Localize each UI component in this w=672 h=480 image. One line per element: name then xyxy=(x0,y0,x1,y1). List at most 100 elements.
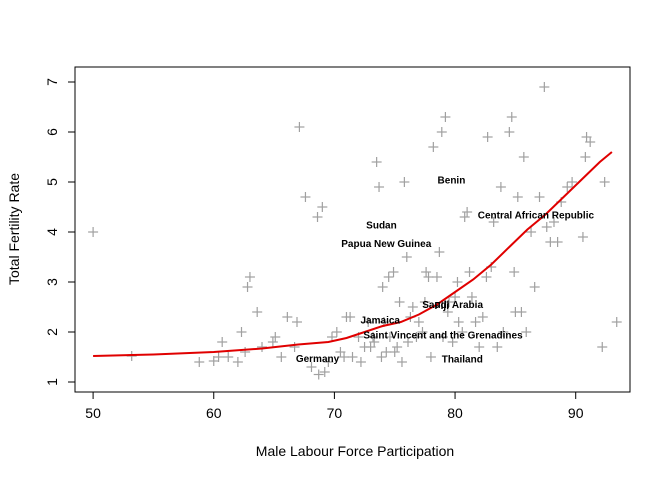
y-tick-label: 5 xyxy=(44,178,60,186)
data-point xyxy=(411,332,422,342)
data-point xyxy=(292,317,302,327)
data-point xyxy=(282,312,293,322)
data-point xyxy=(431,272,442,282)
data-point xyxy=(512,192,523,202)
data-point xyxy=(347,352,358,362)
data-point xyxy=(331,327,342,337)
data-point xyxy=(345,312,356,322)
data-point xyxy=(401,252,412,262)
data-point xyxy=(562,182,573,192)
data-point xyxy=(437,332,448,342)
x-tick-label: 80 xyxy=(447,405,463,421)
y-axis-label: Total Fertility Rate xyxy=(6,173,22,285)
data-point xyxy=(440,112,451,122)
y-tick-label: 1 xyxy=(44,378,60,386)
data-point xyxy=(294,122,305,132)
data-point xyxy=(464,267,475,277)
data-point xyxy=(599,177,610,187)
data-point xyxy=(421,267,432,277)
data-point xyxy=(459,212,470,222)
data-point xyxy=(339,352,350,362)
smooth-line-layer xyxy=(93,151,613,357)
data-point xyxy=(306,362,317,372)
data-point xyxy=(539,82,550,92)
data-point xyxy=(313,369,324,380)
data-point xyxy=(369,337,380,347)
data-point xyxy=(252,307,263,317)
data-point xyxy=(276,352,287,362)
data-point xyxy=(240,347,251,357)
data-point xyxy=(270,332,281,342)
data-point xyxy=(518,152,529,162)
data-point xyxy=(457,327,468,337)
data-point xyxy=(577,232,588,242)
data-point xyxy=(516,307,527,317)
data-point xyxy=(413,317,424,327)
data-point xyxy=(417,327,428,337)
data-point xyxy=(611,317,622,327)
data-point xyxy=(384,332,395,342)
data-point xyxy=(548,217,559,227)
data-point xyxy=(289,342,300,352)
data-point xyxy=(213,352,224,362)
data-point xyxy=(492,342,503,352)
data-point xyxy=(300,192,311,202)
annotation-label: Central African Republic xyxy=(478,211,595,222)
data-point xyxy=(541,222,552,232)
x-tick-label: 50 xyxy=(85,405,101,421)
annotation-layer: Benin Central African Republic Sudan Papua … xyxy=(296,176,595,366)
data-point xyxy=(482,132,493,142)
data-point xyxy=(498,327,509,337)
data-point xyxy=(383,272,394,282)
data-point xyxy=(392,342,403,352)
y-tick-label: 6 xyxy=(44,128,60,136)
data-point xyxy=(552,237,563,247)
data-point xyxy=(428,142,439,152)
data-point xyxy=(388,267,399,277)
points-layer xyxy=(88,82,622,380)
data-point xyxy=(534,192,545,202)
data-point xyxy=(194,357,205,367)
data-point xyxy=(319,367,330,377)
data-point xyxy=(506,112,517,122)
data-point xyxy=(88,227,99,237)
data-point xyxy=(466,292,477,302)
data-point xyxy=(399,177,410,187)
data-point xyxy=(363,317,374,327)
data-point xyxy=(381,347,392,357)
x-tick-label: 60 xyxy=(206,405,222,421)
data-point xyxy=(208,356,219,366)
data-point xyxy=(504,127,515,137)
annotation-label: Saudi Arabia xyxy=(422,300,483,311)
data-point xyxy=(368,332,379,342)
data-point xyxy=(403,337,413,347)
smooth-line xyxy=(93,151,613,357)
data-point xyxy=(470,317,481,327)
y-tick-label: 2 xyxy=(44,328,60,336)
data-point xyxy=(389,347,400,357)
data-point xyxy=(444,297,455,307)
y-tick-label: 3 xyxy=(44,278,60,286)
x-tick-label: 90 xyxy=(568,405,584,421)
data-point xyxy=(244,272,255,282)
data-point xyxy=(267,337,278,347)
data-point xyxy=(567,177,578,187)
data-point xyxy=(236,327,247,337)
data-point xyxy=(425,352,436,362)
data-point xyxy=(394,297,405,307)
data-point xyxy=(585,137,596,147)
data-point xyxy=(371,157,382,167)
data-point xyxy=(488,217,499,227)
data-point xyxy=(355,357,366,367)
data-point xyxy=(509,267,520,277)
data-point xyxy=(434,247,445,257)
data-point xyxy=(495,182,506,192)
data-point xyxy=(423,272,434,282)
annotation-label: Fiji xyxy=(435,301,450,312)
data-point xyxy=(477,312,488,322)
data-point xyxy=(481,272,492,282)
data-point xyxy=(521,327,532,337)
data-point xyxy=(597,342,608,352)
